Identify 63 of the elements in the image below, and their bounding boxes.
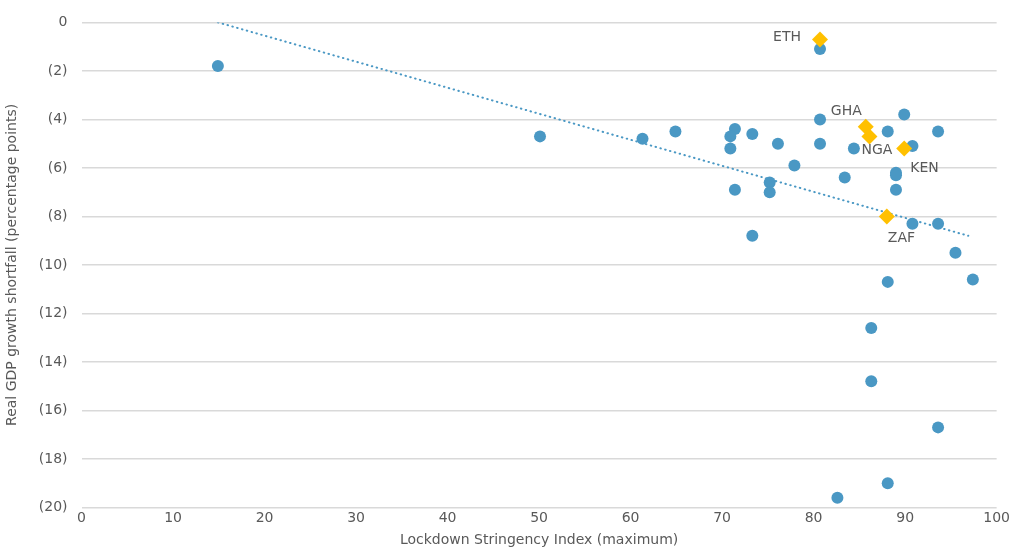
- y-axis-title: Real GDP growth shortfall (percentage points): [3, 103, 20, 426]
- y-tick-label: (4): [47, 110, 68, 127]
- point: [865, 321, 878, 334]
- point: [771, 137, 784, 150]
- x-tick-label: 90: [896, 509, 915, 526]
- point: [896, 140, 913, 157]
- point: [932, 217, 945, 230]
- x-tick-label: 20: [255, 509, 274, 526]
- point: [932, 421, 945, 434]
- y-tick-label: (2): [47, 61, 68, 78]
- point: [881, 477, 894, 490]
- point: [636, 132, 649, 145]
- point: [724, 142, 737, 155]
- point: [889, 183, 902, 196]
- x-tick-label: 70: [713, 509, 732, 526]
- point: [966, 273, 979, 286]
- y-tick-label: (16): [38, 401, 68, 418]
- point: [906, 217, 919, 230]
- point: [724, 130, 737, 143]
- point: [898, 108, 911, 121]
- point: [211, 60, 224, 73]
- annotation: KEN: [910, 159, 939, 176]
- x-tick-label: 50: [530, 509, 548, 526]
- point: [534, 130, 546, 143]
- point: [881, 125, 894, 138]
- x-tick-label: 40: [438, 509, 457, 526]
- x-tick-label: 0: [77, 509, 86, 526]
- point: [949, 246, 962, 259]
- y-tick-label: (18): [38, 449, 68, 466]
- point: [878, 208, 895, 225]
- annotation: GHA: [830, 102, 863, 119]
- x-tick-label: 10: [164, 509, 182, 526]
- point: [814, 137, 827, 150]
- y-tick-label: (6): [47, 158, 68, 175]
- point: [669, 125, 682, 138]
- annotation: ZAF: [887, 229, 916, 246]
- y-tick-label: (12): [38, 304, 68, 321]
- y-tick-label: (20): [38, 498, 68, 515]
- x-axis-title: Lockdown Stringency Index (maximum): [399, 531, 679, 548]
- x-tick-label: 60: [621, 509, 640, 526]
- y-tick-label: (10): [38, 255, 68, 272]
- point: [861, 128, 878, 145]
- x-tick-label: 100: [983, 509, 1011, 526]
- point: [812, 31, 829, 48]
- point: [814, 113, 827, 126]
- point: [746, 229, 759, 242]
- point: [865, 375, 878, 388]
- point: [831, 491, 844, 504]
- annotation: NGA: [861, 141, 893, 158]
- point: [881, 275, 894, 288]
- y-tick-label: (8): [47, 207, 68, 224]
- point: [728, 183, 741, 196]
- x-tick-label: 80: [804, 509, 823, 526]
- y-tick-label: 0: [58, 13, 68, 30]
- point: [746, 127, 759, 140]
- point: [847, 142, 860, 155]
- point: [838, 171, 851, 184]
- point: [788, 159, 801, 172]
- point: [763, 186, 776, 199]
- x-tick-label: 30: [347, 509, 365, 526]
- y-tick-label: (14): [38, 352, 68, 369]
- point: [932, 125, 945, 138]
- annotation: ETH: [773, 28, 802, 45]
